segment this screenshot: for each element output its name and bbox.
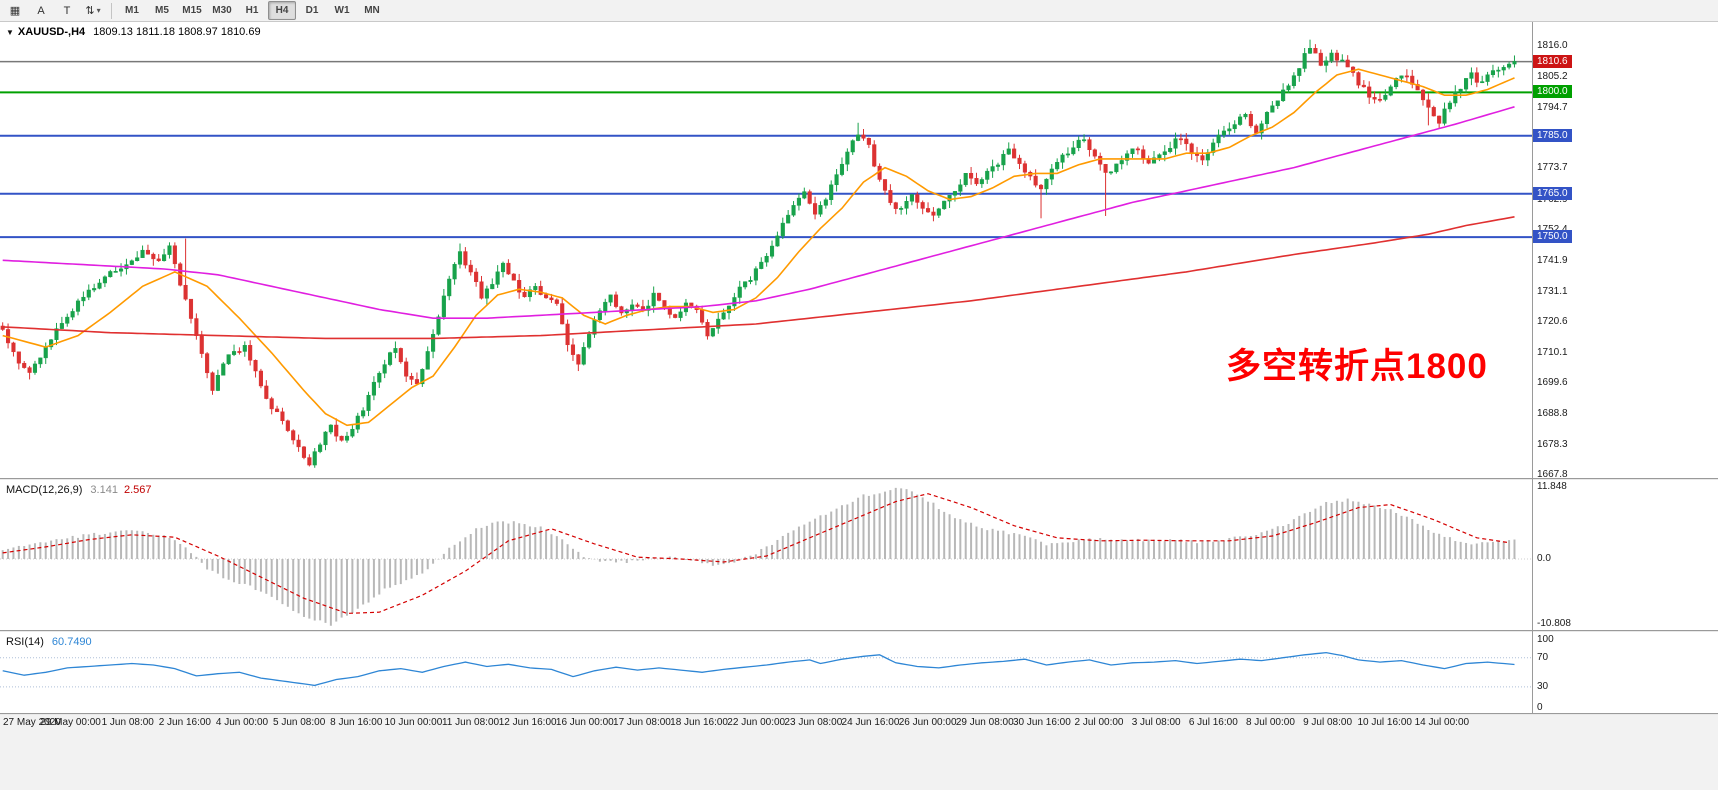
ohlc-low: 1808.97 [178,26,218,38]
price-tick-label: 1678.3 [1537,438,1568,450]
rsi-axis-label: 0 [1537,702,1543,713]
symbol-dropdown-icon[interactable]: ▼ [6,28,14,37]
price-badge-1765.0: 1765.0 [1533,186,1572,200]
price-tick-label: 1741.9 [1537,254,1568,266]
price-tick-label: 1752.4 [1537,224,1568,235]
time-label: 24 Jun 16:00 [841,717,900,728]
price-badge-1810.6: 1810.6 [1533,54,1572,68]
time-label: 10 Jul 16:00 [1357,717,1412,728]
time-label: 3 Jul 08:00 [1131,717,1181,728]
time-label: 4 Jun 00:00 [215,717,269,728]
time-label: 30 Jun 16:00 [1012,717,1071,728]
chart-annotation-text: 多空转折点1800 [1226,347,1488,386]
macd-axis-label: 0.0 [1537,552,1551,564]
time-label: 22 Jun 00:00 [727,717,786,728]
time-label: 23 Jun 08:00 [784,717,843,728]
time-label: 2 Jun 16:00 [158,717,211,728]
time-axis-border [0,713,1718,715]
cycle-symbols-icon: ⇅ [85,5,95,17]
time-label: 12 Jun 16:00 [498,717,557,728]
pane-separator[interactable] [0,478,1718,481]
timeframes-toolbar: ▦ A T ⇅ ▾ M1 M5 M15 M30 H1 H4 D1 W1 MN [0,0,1718,22]
symbol-period-label: XAUUSD-,H4 [17,26,86,38]
price-tick-label: 1667.8 [1537,469,1568,481]
rsi-name: RSI(14) [6,636,44,648]
tf-button-m5[interactable]: M5 [155,5,169,16]
dropdown-caret-icon: ▾ [96,6,101,15]
rsi-indicator-pane[interactable] [0,633,1718,713]
cursor-a-button[interactable]: A [29,1,53,21]
rsi-indicator-label: RSI(14) 60.7490 [6,636,92,648]
price-tick-label: 1816.0 [1537,40,1568,52]
price-tick-label: 1805.2 [1537,71,1568,83]
ohlc-close: 1810.69 [220,26,261,38]
price-tick-label: 1699.6 [1537,377,1568,389]
time-label: 11 Jun 08:00 [441,717,500,728]
tf-button-mn[interactable]: MN [364,5,380,16]
macd-indicator-pane[interactable] [0,481,1718,630]
time-label: 27 May 2020 [3,717,61,728]
ohlc-high: 1811.18 [135,26,175,38]
ohlc-open: 1809.13 [93,26,133,38]
text-tool-icon: T [63,4,71,17]
tf-button-m1[interactable]: M1 [125,5,139,16]
rsi-axis-label: 100 [1537,634,1554,645]
time-label: 16 Jun 00:00 [555,717,614,728]
main-chart-pane[interactable] [0,22,1718,478]
price-badge-1800.0: 1800.0 [1533,85,1572,99]
price-axis-border [1532,22,1533,713]
macd-axis-label: 11.848 [1537,481,1567,493]
chart-window-icon: ▦ [9,5,21,17]
macd-main-value: 3.141 [90,484,118,496]
text-tool-button[interactable]: T [55,1,79,21]
time-label: 1 Jun 08:00 [101,717,154,728]
time-label: 6 Jul 16:00 [1188,717,1238,728]
time-label: 10 Jun 00:00 [384,717,443,728]
cursor-a-icon: A [37,4,45,17]
tf-button-d1[interactable]: D1 [305,5,319,16]
cycle-symbols-button[interactable]: ⇅ ▾ [81,1,105,21]
time-label: 9 Jul 08:00 [1303,717,1353,728]
time-label: 17 Jun 08:00 [613,717,671,728]
time-label: 14 Jul 00:00 [1414,717,1470,728]
price-tick-label: 1720.6 [1537,316,1568,328]
price-badge-1750.0: 1750.0 [1533,230,1572,244]
time-label: 8 Jun 16:00 [330,717,383,728]
price-tick-label: 1731.1 [1537,285,1568,297]
price-tick-label: 1688.8 [1537,408,1568,420]
price-tick-label: 1710.1 [1537,346,1568,358]
tf-button-h4[interactable]: H4 [268,1,296,20]
time-label: 18 Jun 16:00 [670,717,728,728]
time-label: 5 Jun 08:00 [272,717,326,728]
time-label: 29 May 00:00 [40,717,101,728]
chart-window-button[interactable]: ▦ [3,1,27,21]
price-tick-label: 1773.7 [1537,162,1568,174]
tf-button-m15[interactable]: M15 [182,5,202,16]
time-label: 26 Jun 00:00 [898,717,957,728]
time-label: 2 Jul 00:00 [1074,717,1124,728]
tf-button-w1[interactable]: W1 [334,5,350,16]
price-tick-label: 1794.7 [1537,101,1568,113]
rsi-axis-label: 70 [1537,651,1549,663]
time-label: 29 Jun 08:00 [955,717,1014,728]
time-axis[interactable] [0,715,1718,737]
macd-name: MACD(12,26,9) [6,484,83,496]
pane-separator[interactable] [0,630,1718,633]
macd-indicator-label: MACD(12,26,9) 3.141 2.567 [6,484,151,496]
chart-symbol-header: ▼ XAUUSD-,H4 1809.13 1811.18 1808.97 1810.… [6,26,261,38]
toolbar-separator [111,2,112,19]
macd-signal-value: 2.567 [123,484,152,496]
rsi-axis-label: 30 [1537,680,1549,692]
price-badge-1785.0: 1785.0 [1533,128,1572,142]
macd-axis-label: -10.808 [1537,618,1571,630]
tf-button-h1[interactable]: H1 [245,5,259,16]
rsi-value: 60.7490 [51,636,92,648]
tf-button-m30[interactable]: M30 [212,5,232,16]
window-background [0,737,1718,790]
time-label: 8 Jul 00:00 [1245,717,1295,728]
